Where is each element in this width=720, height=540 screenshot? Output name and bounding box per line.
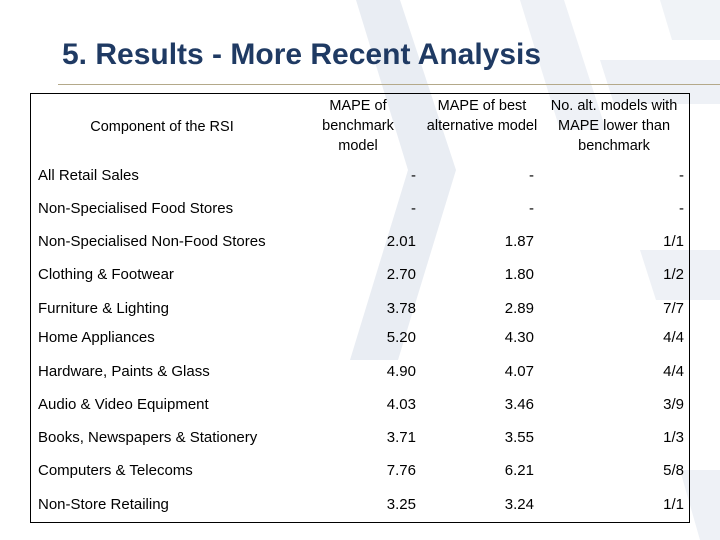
row-lower-count: 5/8 xyxy=(663,462,684,479)
row-lower-count: 1/1 xyxy=(663,233,684,250)
header-lower-count: No. alt. models with MAPE lower than ben… xyxy=(550,98,678,154)
row-benchmark-mape: 4.90 xyxy=(386,363,416,380)
row-component-name: Non-Specialised Food Stores xyxy=(38,200,234,217)
slide-title: 5. Results - More Recent Analysis xyxy=(62,38,542,71)
row-lower-count: 1/1 xyxy=(663,496,684,513)
row-best-alt-mape: - xyxy=(529,200,534,217)
title-underline xyxy=(58,84,720,85)
row-benchmark-mape: 3.25 xyxy=(386,496,416,513)
row-lower-count: - xyxy=(679,200,684,217)
row-best-alt-mape: 4.30 xyxy=(504,329,534,346)
row-best-alt-mape: 4.07 xyxy=(504,363,534,380)
row-best-alt-mape: 6.21 xyxy=(504,462,534,479)
row-component-name: Furniture & Lighting xyxy=(38,300,169,317)
row-lower-count: 3/9 xyxy=(663,396,684,413)
row-component-name: Books, Newspapers & Stationery xyxy=(38,429,258,446)
row-benchmark-mape: 5.20 xyxy=(386,329,416,346)
row-lower-count: - xyxy=(679,167,684,184)
row-lower-count: 4/4 xyxy=(663,363,684,380)
row-component-name: Non-Specialised Non-Food Stores xyxy=(38,233,266,250)
row-lower-count: 1/2 xyxy=(663,266,684,283)
row-benchmark-mape: - xyxy=(411,167,416,184)
row-component-name: Audio & Video Equipment xyxy=(38,396,209,413)
row-component-name: Computers & Telecoms xyxy=(38,462,193,479)
row-benchmark-mape: - xyxy=(411,200,416,217)
row-best-alt-mape: 3.55 xyxy=(504,429,534,446)
row-lower-count: 7/7 xyxy=(663,300,684,317)
row-benchmark-mape: 4.03 xyxy=(386,396,416,413)
row-lower-count: 4/4 xyxy=(663,329,684,346)
row-best-alt-mape: 3.46 xyxy=(504,396,534,413)
row-benchmark-mape: 2.70 xyxy=(386,266,416,283)
results-table xyxy=(30,93,690,523)
row-best-alt-mape: 2.89 xyxy=(504,300,534,317)
row-component-name: Non-Store Retailing xyxy=(38,496,169,513)
row-best-alt-mape: 1.80 xyxy=(504,266,534,283)
row-benchmark-mape: 7.76 xyxy=(386,462,416,479)
row-lower-count: 1/3 xyxy=(663,429,684,446)
header-component: Component of the RSI xyxy=(90,119,234,135)
row-component-name: Clothing & Footwear xyxy=(38,266,174,283)
row-benchmark-mape: 3.71 xyxy=(386,429,416,446)
row-best-alt-mape: 1.87 xyxy=(504,233,534,250)
row-component-name: All Retail Sales xyxy=(38,167,139,184)
row-benchmark-mape: 2.01 xyxy=(386,233,416,250)
row-best-alt-mape: 3.24 xyxy=(504,496,534,513)
row-component-name: Hardware, Paints & Glass xyxy=(38,363,210,380)
header-benchmark-mape: MAPE of benchmark model xyxy=(322,98,394,154)
row-benchmark-mape: 3.78 xyxy=(386,300,416,317)
header-best-alt-mape: MAPE of best alternative model xyxy=(426,98,538,134)
row-best-alt-mape: - xyxy=(529,167,534,184)
row-component-name: Home Appliances xyxy=(38,329,155,346)
